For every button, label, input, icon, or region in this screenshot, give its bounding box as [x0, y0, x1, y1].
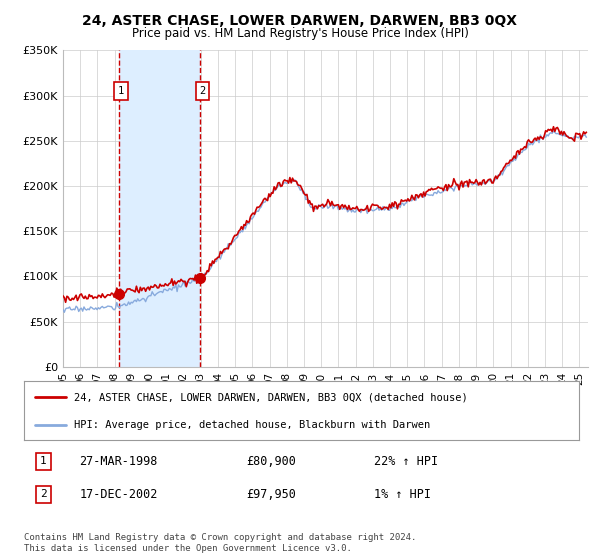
- Text: 27-MAR-1998: 27-MAR-1998: [79, 455, 158, 468]
- Text: 1: 1: [118, 86, 124, 96]
- Text: 1: 1: [40, 456, 47, 466]
- Text: 24, ASTER CHASE, LOWER DARWEN, DARWEN, BB3 0QX (detached house): 24, ASTER CHASE, LOWER DARWEN, DARWEN, B…: [74, 392, 468, 402]
- Text: 22% ↑ HPI: 22% ↑ HPI: [374, 455, 438, 468]
- Text: 17-DEC-2002: 17-DEC-2002: [79, 488, 158, 501]
- Text: Price paid vs. HM Land Registry's House Price Index (HPI): Price paid vs. HM Land Registry's House …: [131, 27, 469, 40]
- Text: 2: 2: [40, 489, 47, 500]
- Text: HPI: Average price, detached house, Blackburn with Darwen: HPI: Average price, detached house, Blac…: [74, 420, 430, 430]
- Text: 2: 2: [199, 86, 206, 96]
- Text: 24, ASTER CHASE, LOWER DARWEN, DARWEN, BB3 0QX: 24, ASTER CHASE, LOWER DARWEN, DARWEN, B…: [83, 14, 517, 28]
- Text: 1% ↑ HPI: 1% ↑ HPI: [374, 488, 431, 501]
- Text: £97,950: £97,950: [246, 488, 296, 501]
- Bar: [119, 50, 200, 367]
- Text: Contains HM Land Registry data © Crown copyright and database right 2024.
This d: Contains HM Land Registry data © Crown c…: [24, 533, 416, 553]
- Text: £80,900: £80,900: [246, 455, 296, 468]
